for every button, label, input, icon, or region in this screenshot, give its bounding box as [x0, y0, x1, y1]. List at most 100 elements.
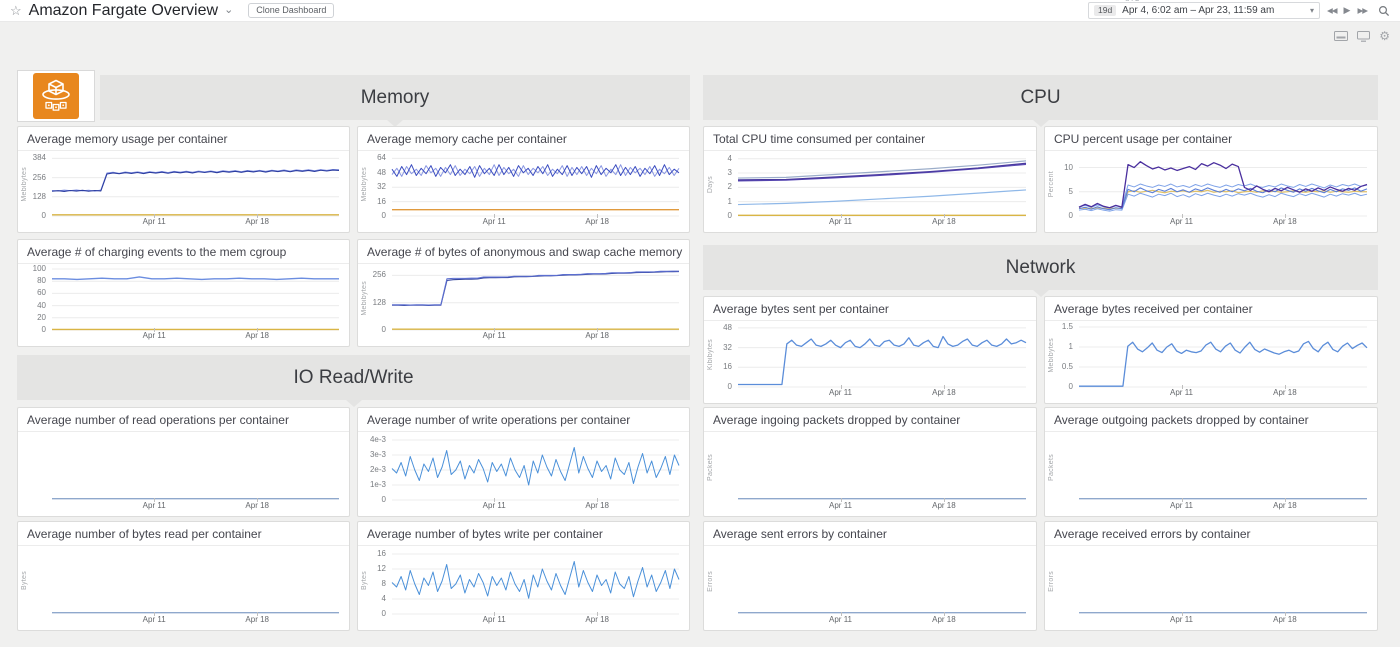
x-axis-label: Apr 11: [829, 388, 853, 397]
x-axis-tick: [1284, 214, 1286, 218]
time-range-badge[interactable]: 19d: [1093, 4, 1117, 17]
chart-plot-area[interactable]: Apr 11 Apr 18: [738, 434, 1026, 510]
chart-plot-area[interactable]: Apr 11 Apr 18: [392, 266, 679, 340]
chart-received-errors[interactable]: Average received errors by container Erro…: [1044, 521, 1378, 631]
x-axis-tick: [494, 214, 496, 218]
x-axis-label: Apr 11: [829, 615, 853, 624]
chart-plot-area[interactable]: Apr 11 Apr 18: [738, 153, 1026, 226]
search-icon[interactable]: [1378, 5, 1390, 17]
chart-title: Average received errors by container: [1045, 522, 1377, 547]
chart-y-axis: 0 20 40 60 80 100: [32, 264, 46, 334]
chart-plot-area[interactable]: Apr 11 Apr 18: [738, 548, 1026, 624]
chart-write-operations[interactable]: Average number of write operations per c…: [357, 407, 690, 517]
chart-plot-area[interactable]: Apr 11 Apr 18: [52, 434, 339, 510]
chart-title: Total CPU time consumed per container: [704, 127, 1036, 152]
x-axis-label: Apr 11: [142, 501, 166, 510]
gear-icon[interactable]: ⚙: [1379, 29, 1390, 43]
chart-bytes-read[interactable]: Average number of bytes read per contain…: [17, 521, 350, 631]
topbar: ☆ Amazon Fargate Overview ⌄ Clone Dashbo…: [0, 0, 1400, 22]
chart-memory-cache[interactable]: Average memory cache per container Mebiby…: [357, 126, 690, 233]
clone-dashboard-button[interactable]: Clone Dashboard: [248, 3, 335, 18]
chart-plot-area[interactable]: Apr 11 Apr 18: [1079, 153, 1367, 226]
x-axis-label: Apr 18: [932, 615, 956, 624]
dashboard-title[interactable]: Amazon Fargate Overview: [28, 1, 219, 19]
chart-bytes-sent[interactable]: Average bytes sent per container Kibibyte…: [703, 296, 1037, 404]
chart-sent-errors[interactable]: Average sent errors by container Errors Ap…: [703, 521, 1037, 631]
chart-title: Average bytes sent per container: [704, 297, 1036, 322]
chart-plot-area[interactable]: Apr 11 Apr 18: [1079, 434, 1367, 510]
x-axis-tick: [943, 498, 945, 502]
chart-y-axis: [18, 434, 50, 500]
chart-y-axis: [18, 548, 50, 614]
x-axis-tick: [597, 498, 599, 502]
chart-title: Average # of charging events to the mem …: [18, 240, 349, 265]
x-axis-tick: [1181, 612, 1183, 616]
chart-cpu-time[interactable]: Total CPU time consumed per container Day…: [703, 126, 1037, 233]
chart-title: Average number of write operations per c…: [358, 408, 689, 433]
chart-title: Average number of read operations per co…: [18, 408, 349, 433]
chart-plot-area[interactable]: Apr 11 Apr 18: [1079, 323, 1367, 397]
x-axis-label: Apr 11: [142, 217, 166, 226]
fullscreen-icon[interactable]: [1357, 30, 1371, 42]
x-axis-tick: [597, 328, 599, 332]
chart-plot-area[interactable]: Apr 11 Apr 18: [1079, 548, 1367, 624]
x-axis-tick: [494, 612, 496, 616]
chart-plot-area[interactable]: Apr 11 Apr 18: [52, 266, 339, 340]
chart-anon-swap-cache[interactable]: Average # of bytes of anonymous and swap…: [357, 239, 690, 347]
x-axis-tick: [257, 214, 259, 218]
x-axis-label: Apr 18: [585, 615, 609, 624]
chevron-down-icon[interactable]: ⌄: [224, 4, 234, 16]
x-axis-label: Apr 11: [142, 615, 166, 624]
time-range-text[interactable]: Apr 4, 6:02 am – Apr 23, 11:59 am: [1122, 4, 1275, 16]
chart-mem-charging-events[interactable]: Average # of charging events to the mem …: [17, 239, 350, 347]
chart-plot-area[interactable]: Apr 11 Apr 18: [392, 548, 679, 624]
chart-plot-area[interactable]: Apr 11 Apr 18: [52, 548, 339, 624]
x-axis-label: Apr 18: [1273, 388, 1297, 397]
chart-plot-area[interactable]: Apr 11 Apr 18: [392, 434, 679, 510]
caret-down-icon[interactable]: ▾: [1309, 5, 1314, 15]
chart-plot-area[interactable]: Apr 11 Apr 18: [738, 323, 1026, 397]
chart-plot-area[interactable]: Apr 11 Apr 18: [52, 153, 339, 226]
play-icon[interactable]: ▶: [1343, 5, 1351, 15]
x-axis-tick: [257, 612, 259, 616]
chart-memory-usage[interactable]: Average memory usage per container Mebiby…: [17, 126, 350, 233]
x-axis-tick: [1181, 385, 1183, 389]
x-axis-label: Apr 11: [482, 501, 506, 510]
chart-title: Average memory cache per container: [358, 127, 689, 152]
chart-y-axis: 0 16 32 48: [723, 322, 732, 391]
chart-ingoing-packets-dropped[interactable]: Average ingoing packets dropped by conta…: [703, 407, 1037, 517]
section-label: IO Read/Write: [293, 366, 414, 388]
chart-bytes-write[interactable]: Average number of bytes write per contai…: [357, 521, 690, 631]
star-icon[interactable]: ☆: [10, 3, 22, 18]
chart-y-axis: [704, 548, 736, 614]
chart-title: Average memory usage per container: [18, 127, 349, 152]
chart-read-operations[interactable]: Average number of read operations per co…: [17, 407, 350, 517]
x-axis-tick: [257, 328, 259, 332]
fargate-logo-icon: [33, 73, 79, 119]
fargate-widget-tab: [17, 70, 95, 122]
chart-cpu-percent[interactable]: CPU percent usage per container Percent 0 5…: [1044, 126, 1378, 233]
x-axis-label: Apr 18: [585, 501, 609, 510]
x-axis-tick: [154, 498, 156, 502]
chart-outgoing-packets-dropped[interactable]: Average outgoing packets dropped by cont…: [1044, 407, 1378, 517]
x-axis-label: Apr 18: [1273, 217, 1297, 226]
chart-title: Average ingoing packets dropped by conta…: [704, 408, 1036, 433]
chart-bytes-received[interactable]: Average bytes received per container Mebi…: [1044, 296, 1378, 404]
x-axis-label: Apr 18: [245, 615, 269, 624]
chart-plot-area[interactable]: Apr 11 Apr 18: [392, 153, 679, 226]
x-axis-tick: [597, 612, 599, 616]
fast-forward-icon[interactable]: ▶▶: [1357, 5, 1368, 15]
x-axis-tick: [257, 498, 259, 502]
chart-title: Average sent errors by container: [704, 522, 1036, 547]
chart-y-axis: 0 0.5 1 1.5: [1061, 322, 1073, 391]
x-axis-tick: [154, 328, 156, 332]
tv-mode-icon[interactable]: [1334, 31, 1349, 41]
x-axis-label: Apr 11: [829, 217, 853, 226]
x-axis-label: Apr 18: [245, 501, 269, 510]
time-range-picker[interactable]: 19d UTC Apr 4, 6:02 am – Apr 23, 11:59 a…: [1087, 0, 1320, 19]
x-axis-tick: [943, 385, 945, 389]
x-axis-label: Apr 11: [142, 331, 166, 340]
rewind-icon[interactable]: ◀◀: [1326, 5, 1338, 15]
chart-y-axis: 0 16 32 48 64: [377, 153, 386, 220]
